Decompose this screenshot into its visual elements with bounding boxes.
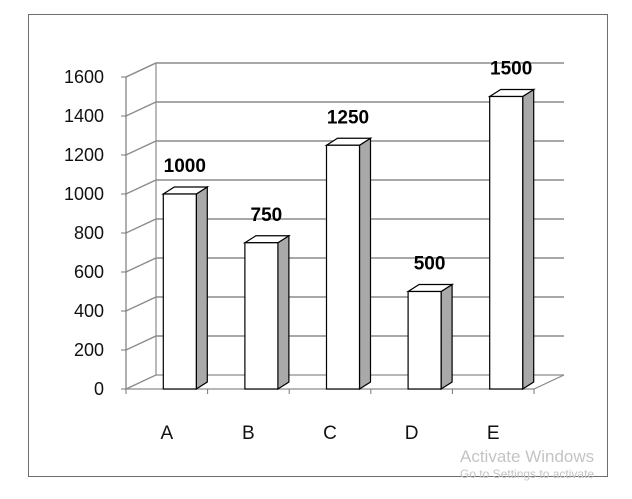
data-label-A: 1000 — [164, 156, 206, 177]
y-tick-label-400: 400 — [74, 301, 104, 321]
y-tick-label-800: 800 — [74, 223, 104, 243]
bar-side-C — [358, 137, 372, 391]
y-tick-label-1200: 1200 — [64, 145, 104, 165]
x-tick-label-B: B — [242, 423, 255, 444]
watermark-title: Activate Windows — [460, 447, 595, 466]
x-tick-label-E: E — [487, 423, 500, 444]
bar-front-C — [325, 144, 361, 390]
bar-front-A — [162, 193, 197, 390]
axes — [121, 62, 565, 394]
labels: 0 200 400 600 800 1000 1200 1400 1600 1000 A 750 B 12… — [64, 59, 532, 445]
bar-E — [487, 88, 536, 391]
activate-windows-watermark: Activate Windows Go to Settings to activ… — [460, 448, 632, 480]
bar-front-B — [244, 242, 279, 390]
data-label-D: 500 — [414, 254, 446, 275]
bar-A — [161, 185, 210, 391]
y-tick-label-0: 0 — [94, 379, 104, 399]
bar-side-D — [440, 283, 453, 391]
y-tick-label-1000: 1000 — [64, 184, 104, 204]
y-tick-label-600: 600 — [74, 262, 104, 282]
y-tick-label-200: 200 — [74, 340, 104, 360]
data-label-C: 1250 — [327, 107, 369, 128]
bar-front-D — [407, 290, 442, 390]
x-tick-label-D: D — [405, 423, 419, 444]
bar-side-B — [277, 234, 290, 391]
bars — [161, 88, 536, 391]
watermark-subtitle: Go to Settings to activate — [460, 467, 595, 481]
x-tick-label-A: A — [160, 423, 173, 444]
data-label-B: 750 — [251, 205, 283, 226]
x-tick-label-C: C — [323, 423, 337, 444]
floor — [125, 374, 565, 390]
bar-front-E — [489, 95, 524, 390]
bar-D — [406, 283, 455, 391]
y-tick-label-1600: 1600 — [64, 67, 104, 87]
bar-B — [242, 234, 291, 391]
data-label-E: 1500 — [490, 59, 532, 80]
y-tick-label-1400: 1400 — [64, 106, 104, 126]
bar-side-E — [522, 88, 535, 391]
bar-side-A — [195, 185, 208, 391]
bar-C — [324, 137, 373, 391]
